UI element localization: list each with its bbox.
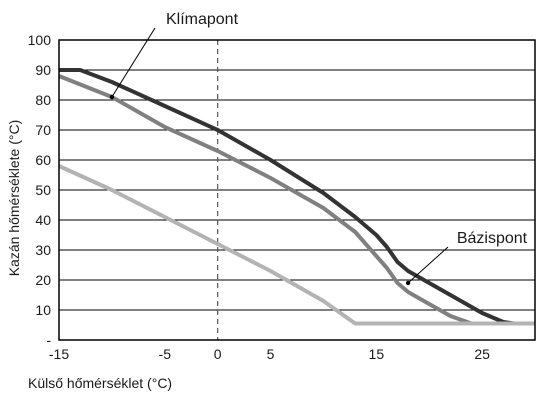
y-tick-label: 30 (35, 242, 51, 258)
annotation-label: Klímapont (166, 11, 239, 28)
series-lines (58, 68, 535, 326)
annotation-leader (407, 246, 449, 284)
y-tick-label: - (46, 332, 51, 348)
annotation-leader (111, 27, 156, 98)
series-line-1 (59, 68, 535, 326)
y-tick-label: 10 (35, 302, 51, 318)
annotation-point (109, 94, 115, 100)
y-tick-label: 80 (35, 92, 51, 108)
y-tick-label: 60 (35, 152, 51, 168)
plot-frame (58, 39, 536, 341)
series-line-3 (58, 164, 535, 326)
x-axis-label: Külső hőmérséklet (°C) (28, 375, 172, 391)
y-tick-label: 90 (35, 62, 51, 78)
y-tick-labels: - 10 20 30 40 50 60 70 80 90 100 (28, 32, 52, 348)
x-tick-label: -5 (159, 346, 172, 362)
plot-area: - 10 20 30 40 50 60 70 80 90 100 -15 -5 0 5 15 25 (28, 32, 536, 362)
annotation-point (405, 280, 411, 286)
y-axis-label: Kazán hőmérséklete (°C) (6, 120, 22, 277)
x-tick-label: 0 (214, 346, 222, 362)
y-tick-label: 100 (28, 32, 52, 48)
x-tick-label: 25 (474, 346, 490, 362)
annotation-label: Bázispont (457, 230, 528, 247)
x-tick-labels: -15 -5 0 5 15 25 (49, 346, 490, 362)
annotations: Klímapont Bázispont (109, 11, 528, 286)
y-tick-label: 50 (35, 182, 51, 198)
x-tick-label: 5 (267, 346, 275, 362)
y-tick-label: 40 (35, 212, 51, 228)
y-tick-label: 20 (35, 272, 51, 288)
x-tick-label: 15 (369, 346, 385, 362)
grid (59, 39, 535, 341)
x-tick-label: -15 (49, 346, 69, 362)
y-tick-label: 70 (35, 122, 51, 138)
